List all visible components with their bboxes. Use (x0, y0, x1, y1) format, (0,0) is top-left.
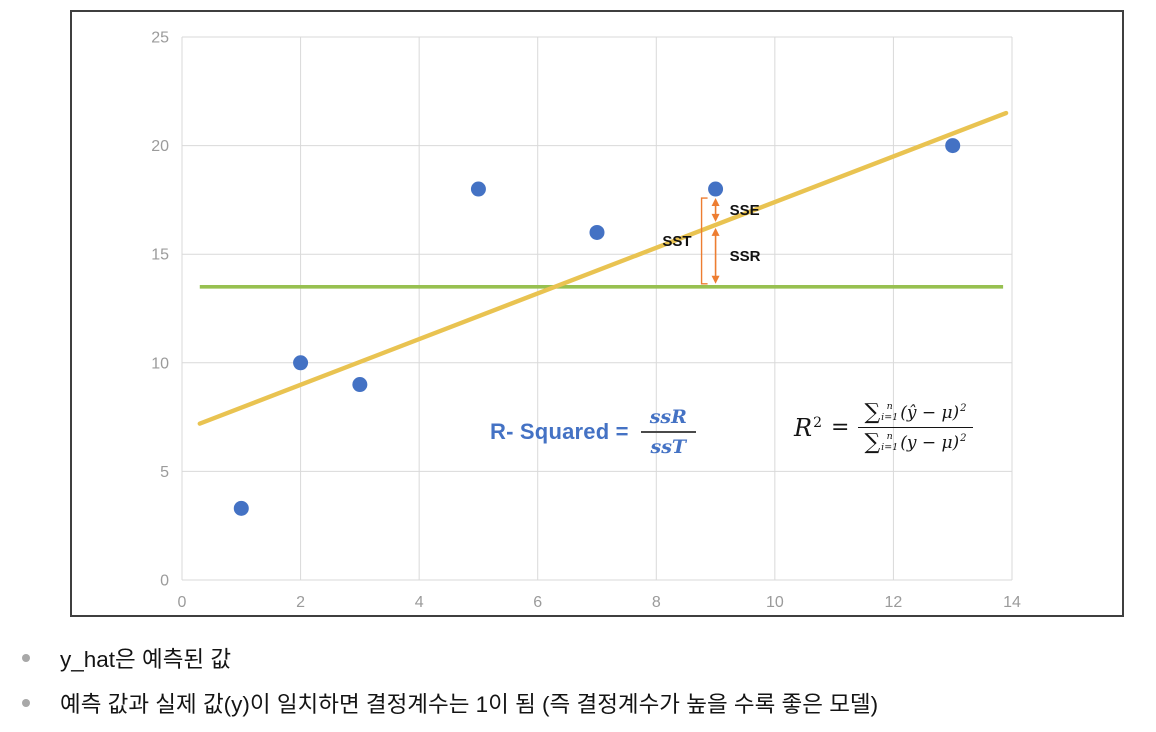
x-tick-label: 4 (415, 594, 424, 611)
y-tick-label: 25 (151, 30, 169, 47)
scatter-point (352, 377, 368, 393)
y-tick-label: 0 (160, 573, 169, 590)
sigma-lower-limit: i=1 (881, 441, 899, 453)
sst-label: SST (662, 233, 691, 250)
sigma-symbol: ∑ (864, 430, 881, 455)
numerator-expression: (ŷ − μ) (900, 402, 960, 423)
scatter-plot: 0 2 4 6 8 10 12 14 0 5 10 15 20 25 SSE SSR SST (151, 30, 1021, 612)
y-tick-label: 5 (160, 464, 169, 481)
y-tick-label: 15 (151, 247, 169, 264)
r2-denominator: ∑ n i=1 (y − μ)2 (858, 428, 972, 457)
list-item: 예측 값과 실제 값(y)이 일치하면 결정계수는 1이 됨 (즉 결정계수가 … (16, 687, 1146, 719)
bullet-text: y_hat은 예측된 값 (60, 647, 232, 672)
r-squared-formula: R- Squared = ssR ssT (490, 406, 696, 458)
arrowhead-up-icon (711, 198, 720, 207)
x-tick-label: 10 (766, 594, 784, 611)
sst-bracket (700, 197, 708, 285)
r2-exponent: 2 (813, 414, 822, 431)
scatter-point (233, 500, 249, 516)
scatter-point (470, 181, 486, 197)
y-tick-label: 10 (151, 355, 169, 372)
x-tick-label: 8 (652, 594, 661, 611)
numerator-exponent: 2 (960, 402, 967, 414)
r-squared-label: R- Squared = (490, 419, 629, 444)
sigma-lower-limit: i=1 (881, 411, 899, 423)
arrowhead-down-icon (711, 275, 720, 284)
bullet-icon (22, 699, 30, 707)
fraction-numerator: ssR (640, 406, 696, 433)
fraction-denominator: ssT (650, 436, 687, 458)
scatter-point (708, 181, 724, 197)
r2-variable: R (794, 413, 813, 442)
list-item: y_hat은 예측된 값 (16, 642, 1146, 674)
sigma-limits: n i=1 (881, 430, 899, 454)
scatter-point (589, 224, 605, 240)
ssr-label: SSR (730, 248, 761, 265)
sigma-upper-limit: n (886, 400, 893, 412)
sigma-symbol: ∑ (864, 400, 881, 425)
bullet-list: y_hat은 예측된 값 예측 값과 실제 값(y)이 일치하면 결정계수는 1… (16, 642, 1146, 732)
scatter-point (293, 355, 309, 371)
arrowhead-down-icon (711, 213, 720, 222)
x-tick-label: 14 (1003, 594, 1021, 611)
arrowhead-up-icon (711, 227, 720, 236)
bullet-text: 예측 값과 실제 값(y)이 일치하면 결정계수는 1이 됨 (즉 결정계수가 … (60, 692, 879, 717)
denominator-expression: (y − μ) (900, 432, 960, 453)
x-tick-label: 2 (296, 594, 305, 611)
denominator-exponent: 2 (960, 432, 967, 444)
denominator-body: (y − μ)2 (900, 433, 966, 453)
x-tick-label: 12 (885, 594, 903, 611)
regression-line (197, 110, 1009, 426)
x-tick-label: 6 (533, 594, 542, 611)
r-squared-fraction: ssR ssT (640, 406, 696, 458)
chart-panel: 0 2 4 6 8 10 12 14 0 5 10 15 20 25 SSE SSR SST R- Square… (70, 10, 1124, 617)
scatter-point (945, 138, 961, 154)
r2-lhs: R2 (794, 414, 822, 442)
x-tick-label: 0 (178, 594, 187, 611)
r2-fraction: ∑ n i=1 (ŷ − μ)2 ∑ n i=1 (y − μ)2 (858, 398, 973, 457)
equals-sign: = (831, 415, 850, 440)
y-tick-label: 20 (151, 138, 169, 155)
sse-label: SSE (730, 202, 760, 219)
r2-numerator: ∑ n i=1 (ŷ − μ)2 (858, 398, 973, 428)
sigma-limits: n i=1 (881, 400, 899, 424)
sigma-upper-limit: n (886, 430, 893, 442)
bullet-icon (22, 654, 30, 662)
numerator-body: (ŷ − μ)2 (900, 403, 966, 423)
r2-math-formula: R2 = ∑ n i=1 (ŷ − μ)2 ∑ n i=1 (794, 398, 973, 457)
